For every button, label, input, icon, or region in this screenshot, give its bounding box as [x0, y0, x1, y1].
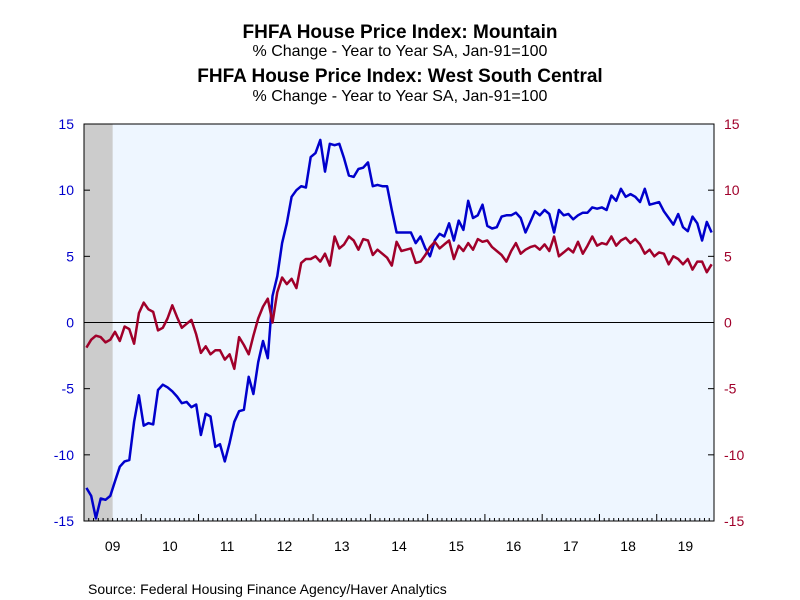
series-line-mountain	[85, 138, 713, 520]
y-tick-label-right: 0	[724, 315, 732, 331]
y-tick-label-left: 15	[58, 116, 74, 132]
source-note: Source: Federal Housing Finance Agency/H…	[88, 581, 447, 597]
y-tick-label-right: -10	[724, 447, 744, 463]
x-tick-label: 16	[506, 538, 522, 554]
x-tick-label: 17	[563, 538, 579, 554]
title-sub-mountain: % Change - Year to Year SA, Jan-91=100	[253, 43, 548, 60]
x-tick-label: 15	[448, 538, 464, 554]
y-tick-label-left: -5	[62, 381, 75, 397]
y-tick-label-left: 5	[66, 248, 74, 264]
y-tick-label-right: -15	[724, 513, 744, 529]
x-tick-label: 19	[678, 538, 694, 554]
series-layer	[85, 138, 713, 520]
y-tick-label-right: -5	[724, 381, 737, 397]
title-sub-west-south-central: % Change - Year to Year SA, Jan-91=100	[253, 88, 548, 105]
x-tick-label: 09	[105, 538, 121, 554]
x-tick-label: 12	[277, 538, 293, 554]
x-tick-label: 10	[162, 538, 178, 554]
title-main-mountain: FHFA House Price Index: Mountain	[243, 22, 558, 43]
y-axis-right: -15 -10 -5 0 5 10 15	[708, 116, 744, 529]
y-tick-label-left: 0	[66, 315, 74, 331]
x-axis: 09 10 11 12 13 14 15 16 17 18 19	[88, 514, 710, 554]
x-tick-label: 14	[391, 538, 407, 554]
x-tick-label: 11	[220, 538, 235, 554]
x-tick-label: 18	[620, 538, 636, 554]
chart-titles: FHFA House Price Index: Mountain % Chang…	[197, 22, 602, 105]
y-tick-label-left: -10	[54, 447, 74, 463]
y-tick-label-right: 15	[724, 116, 740, 132]
y-axis-left: -15 -10 -5 0 5 10 15	[54, 116, 90, 529]
x-tick-label: 13	[334, 538, 350, 554]
series-line-west-south-central	[85, 235, 713, 371]
y-tick-label-left: 10	[58, 182, 74, 198]
y-tick-label-right: 10	[724, 182, 740, 198]
title-main-west-south-central: FHFA House Price Index: West South Centr…	[197, 66, 602, 87]
y-tick-label-right: 5	[724, 248, 732, 264]
y-tick-label-left: -15	[54, 513, 74, 529]
